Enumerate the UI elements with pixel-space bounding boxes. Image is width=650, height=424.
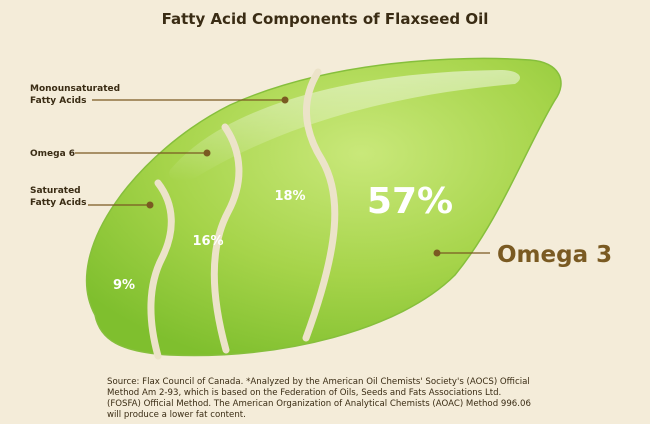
seed-highlight	[169, 70, 520, 182]
dot-saturated	[146, 201, 154, 209]
label-omega6-line1: Omega 6	[30, 149, 75, 159]
divider-omega6-mono	[210, 123, 243, 354]
divider-mono-omega3	[302, 68, 339, 342]
value-label-mono: 18%	[274, 189, 305, 204]
label-mono-line2: Fatty Acids	[30, 96, 86, 106]
dot-omega3	[433, 249, 441, 257]
callout-omega3: Omega 3	[433, 242, 612, 268]
callout-saturated: Saturated Fatty Acids	[30, 186, 154, 209]
chart-title: Fatty Acid Components of Flaxseed Oil	[161, 10, 489, 28]
dot-omega6	[203, 149, 211, 157]
label-mono-line1: Monounsaturated	[30, 84, 120, 94]
value-label-saturated: 9%	[113, 278, 135, 293]
source-note: Source: Flax Council of Canada. *Analyze…	[107, 377, 531, 420]
dot-mono	[281, 96, 289, 104]
label-saturated-line1: Saturated	[30, 186, 81, 196]
label-saturated-line2: Fatty Acids	[30, 198, 86, 208]
callout-omega6: Omega 6	[30, 149, 211, 159]
seed-shape	[85, 57, 562, 357]
label-omega3: Omega 3	[497, 242, 612, 268]
value-label-omega6: 16%	[192, 234, 223, 249]
callout-mono: Monounsaturated Fatty Acids	[30, 84, 289, 106]
value-label-omega3: 57%	[367, 181, 453, 222]
divider-saturated-omega6	[147, 179, 175, 360]
